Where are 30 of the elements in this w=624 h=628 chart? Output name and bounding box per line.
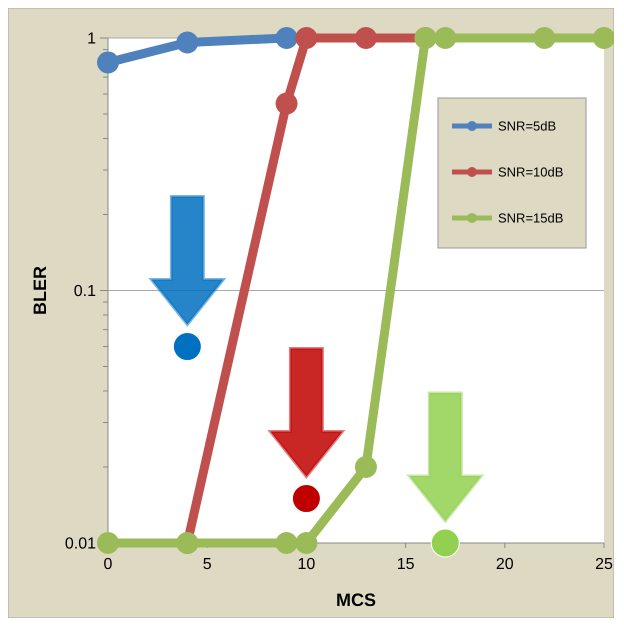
legend-label: SNR=15dB [498, 210, 564, 226]
point [276, 92, 298, 115]
x-tick-label: 10 [298, 556, 316, 573]
x-tick-label: 15 [396, 556, 415, 573]
point [593, 27, 614, 49]
x-tick-label: 25 [595, 556, 613, 573]
point [292, 484, 321, 514]
point [172, 332, 202, 362]
point [295, 27, 318, 49]
point [295, 532, 318, 554]
point [97, 532, 119, 554]
point [434, 27, 456, 49]
y-tick-label: 0.1 [74, 283, 96, 300]
point [354, 456, 377, 478]
x-tick-label: 5 [202, 556, 212, 573]
point [276, 532, 298, 554]
x-axis-title: MCS [336, 590, 376, 610]
legend-label: SNR=10dB [498, 164, 564, 180]
point [430, 528, 460, 558]
y-tick-label: 1 [87, 30, 96, 48]
point [276, 27, 298, 49]
x-tick-label: 0 [104, 556, 113, 573]
point [176, 31, 198, 54]
y-tick-label: 0.01 [64, 536, 96, 553]
x-tick-label: 20 [496, 556, 514, 573]
y-axis-title: BLER [30, 266, 50, 315]
point [533, 27, 556, 49]
point [97, 51, 119, 74]
point [354, 27, 377, 49]
legend-label: SNR=5dB [498, 118, 556, 134]
